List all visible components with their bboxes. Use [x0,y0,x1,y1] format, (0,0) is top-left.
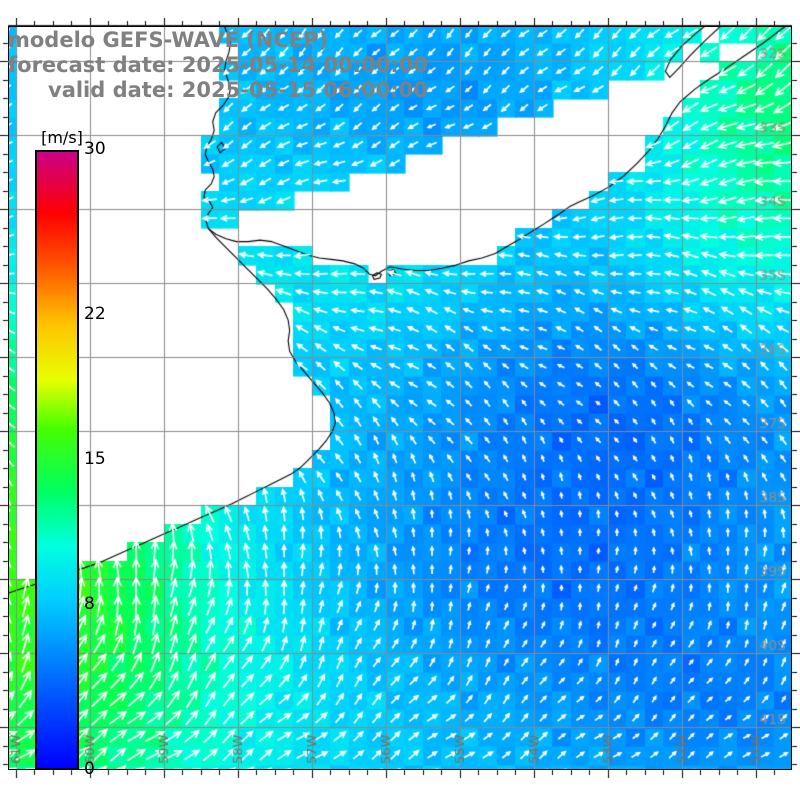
valid-date: valid date: 2025-05-15 06:00:00 [48,78,428,102]
map-plot-area[interactable] [8,26,792,770]
colorbar-unit-label: [m/s] [41,128,83,147]
colorbar-tick-22: 22 [84,304,106,325]
colorbar-tick-15: 15 [84,449,106,469]
map-title-block: modelo GEFS-WAVE (NCEP) forecast date: 2… [0,28,800,103]
colorbar[interactable] [35,150,79,770]
colorbar-tick-8: 8 [84,593,95,614]
colorbar-gradient [35,150,79,770]
colorbar-tick-0: 0 [84,759,95,779]
axis-tick-labels [8,26,792,770]
model-title: modelo GEFS-WAVE (NCEP) [8,28,329,52]
forecast-date: forecast date: 2025-05-14 00:00:00 [8,53,428,77]
colorbar-tick-30: 30 [84,139,106,159]
